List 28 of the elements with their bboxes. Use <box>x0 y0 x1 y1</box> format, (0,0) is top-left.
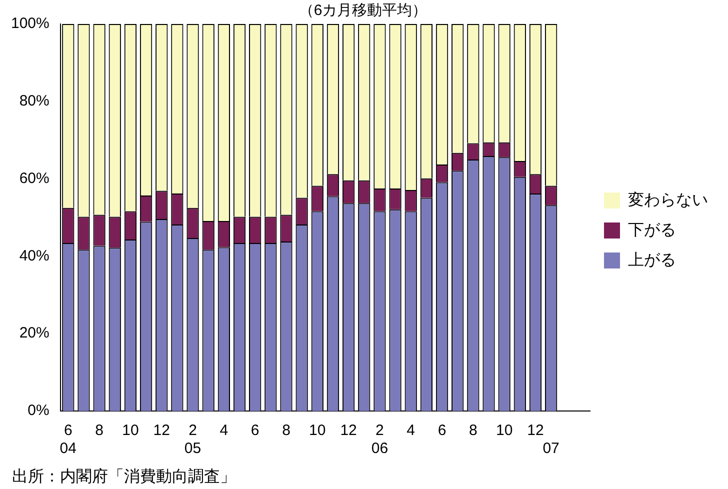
x-tick-label: 6 04 <box>60 422 76 458</box>
legend-label: 変わらない <box>628 190 708 209</box>
x-tick-label: 10 <box>122 422 139 440</box>
x-tick-label: 12 <box>527 422 544 440</box>
x-tick-label: 6 <box>438 422 446 440</box>
y-tick-label: 60% <box>19 170 50 187</box>
x-tick-label: 8 <box>468 422 478 440</box>
x-tick-label: 2 05 <box>184 422 202 458</box>
x-tick-label: 6 <box>250 422 260 440</box>
text: 出所：内閣府「消費動向調査」 <box>12 467 236 486</box>
x-tick-label: 2 06 <box>371 422 388 458</box>
legend-label: 上がる <box>628 250 676 269</box>
y-tick-label: 40% <box>19 247 50 264</box>
x-tick-label: 8 <box>95 422 104 440</box>
y-tick-label: 100% <box>10 15 50 32</box>
y-tick-label: 20% <box>19 324 50 342</box>
y-tick-label: 0% <box>28 402 50 420</box>
x-tick-label: 4 <box>406 422 416 440</box>
x-tick-label: 12 <box>340 422 357 440</box>
chart-title: （6カ月移動平均） <box>298 2 428 20</box>
x-tick-label: 12 <box>153 422 170 440</box>
y-tick-label: 80% <box>19 92 50 110</box>
x-tick-label: 10 <box>309 422 326 440</box>
x-tick-label: 07 <box>542 440 560 458</box>
x-tick-label: 4 <box>220 422 228 440</box>
legend-label: 下がる <box>628 222 676 239</box>
x-tick-label: 8 <box>282 422 290 440</box>
x-tick-label: 10 <box>496 422 513 440</box>
